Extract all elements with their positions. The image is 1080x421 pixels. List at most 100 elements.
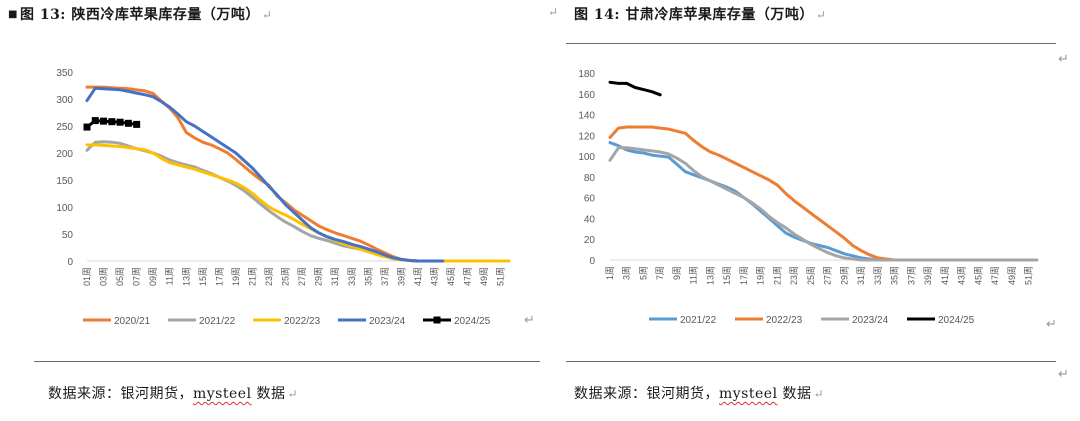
- x-tick-label: 23周: [789, 266, 799, 285]
- x-tick-label: 07周: [132, 267, 142, 286]
- series-line-2024-25: [608, 80, 662, 97]
- legend-label: 2021/22: [680, 315, 717, 326]
- x-tick-label: 13周: [705, 266, 715, 285]
- paragraph-mark: ↵: [815, 8, 827, 22]
- x-tick-label: 41周: [413, 267, 423, 286]
- legend-label: 2024/25: [454, 316, 491, 327]
- source-prefix: 数据来源：银河期货，: [574, 386, 719, 402]
- y-tick-label: 350: [56, 68, 73, 79]
- source-brand: mysteel: [719, 386, 778, 402]
- x-tick-label: 27周: [823, 266, 833, 285]
- y-tick-label: 250: [56, 122, 73, 133]
- x-tick-label: 21周: [772, 266, 782, 285]
- x-tick-label: 17周: [214, 267, 224, 286]
- x-tick-label: 23周: [264, 267, 274, 286]
- x-tick-label: 05周: [115, 267, 125, 286]
- x-tick-label: 11周: [689, 266, 699, 284]
- x-tick-label: 43周: [430, 267, 440, 286]
- y-tick-label: 100: [56, 203, 73, 214]
- data-point: [91, 117, 99, 125]
- paragraph-mark: ↵: [524, 313, 535, 328]
- x-tick-label: 33周: [873, 266, 883, 285]
- paragraph-mark: ↵: [1058, 367, 1069, 382]
- x-tick-label: 17周: [739, 266, 749, 285]
- series-line-2022-23: [608, 125, 905, 262]
- y-tick-label: 0: [67, 257, 73, 268]
- figure-13: ■ 图 13: 陕西冷库苹果库存量（万吨） ↵ 0 50 100 150 200 250 300…: [8, 4, 540, 403]
- x-tick-label: 25周: [281, 267, 291, 286]
- x-tick-label: 47周: [990, 266, 1000, 285]
- x-tick-label: 47周: [463, 267, 473, 286]
- series-line-2022-23: [85, 143, 511, 263]
- x-tick-label: 09周: [148, 267, 158, 286]
- x-tick-label: 39周: [923, 266, 933, 285]
- x-tick-label: 51周: [496, 267, 506, 286]
- y-tick-label: 300: [56, 95, 73, 106]
- x-tick-label: 43周: [957, 266, 967, 285]
- paragraph-mark: ↵: [261, 8, 273, 22]
- data-point: [124, 119, 132, 127]
- x-tick-label: 19周: [756, 266, 766, 285]
- y-tick-label: 140: [578, 111, 595, 122]
- figure-14: ↵ 图 14: 甘肃冷库苹果库存量（万吨） ↵ 0 20 40 60 80 100 120 140…: [540, 0, 1080, 421]
- legend-label: 2021/22: [199, 316, 236, 327]
- figure-13-caption: ■ 图 13: 陕西冷库苹果库存量（万吨） ↵: [8, 4, 272, 24]
- y-tick-label: 160: [578, 90, 595, 101]
- caption-bullet: ■: [8, 9, 18, 20]
- figure-13-source: 数据来源：银河期货，mysteel 数据 ↵: [48, 383, 298, 403]
- figure-14-source: 数据来源：银河期货，mysteel 数据 ↵: [574, 383, 824, 403]
- y-tick-label: 150: [56, 176, 73, 187]
- bottom-rule: [566, 361, 1056, 362]
- x-tick-label: 31周: [856, 266, 866, 285]
- figure-13-title: 陕西冷库苹果库存量（万吨）: [71, 7, 260, 23]
- x-tick-label: 37周: [906, 266, 916, 285]
- data-point: [100, 117, 108, 125]
- paragraph-mark: ↵: [287, 387, 299, 401]
- x-tick-label: 49周: [479, 267, 489, 286]
- x-tick-label: 45周: [973, 266, 983, 285]
- shaanxi-inventory-chart: 0 50 100 150 200 250 300 350 01周 03周 05周 07周 09周 11周 1…: [56, 68, 511, 327]
- series-line-2020-21: [85, 85, 428, 263]
- paragraph-mark: ↵: [1058, 52, 1069, 67]
- source-suffix: 数据: [777, 386, 812, 402]
- y-tick-label: 120: [578, 131, 595, 142]
- y-tick-label: 200: [56, 149, 73, 160]
- data-point: [133, 120, 141, 128]
- y-tick-label: 180: [578, 69, 595, 80]
- x-tick-label: 15周: [722, 266, 732, 285]
- x-tick-label: 3周: [622, 266, 632, 280]
- source-suffix: 数据: [251, 386, 286, 402]
- data-point: [116, 118, 124, 126]
- x-tick-label: 11周: [165, 267, 175, 285]
- figure-14-title: 甘肃冷库苹果库存量（万吨）: [625, 7, 814, 23]
- x-tick-label: 37周: [380, 267, 390, 286]
- x-tick-label: 35周: [890, 266, 900, 285]
- x-tick-label: 33周: [347, 267, 357, 286]
- x-tick-label: 45周: [446, 267, 456, 286]
- top-rule: [566, 43, 1056, 44]
- series-line-2023-24: [608, 146, 1039, 262]
- bottom-rule: [34, 361, 540, 362]
- legend-label: 2020/21: [114, 316, 151, 327]
- y-tick-label: 0: [589, 256, 595, 267]
- source-brand: mysteel: [193, 386, 252, 402]
- x-tick-label: 27周: [297, 267, 307, 286]
- x-tick-label: 51周: [1024, 266, 1034, 285]
- x-tick-label: 35周: [363, 267, 373, 286]
- y-tick-label: 60: [584, 194, 596, 205]
- figure-14-label: 图 14:: [574, 7, 621, 23]
- figure-13-label: 图 13:: [19, 7, 66, 23]
- series-line-2023-24: [85, 86, 445, 263]
- x-tick-label: 13周: [181, 267, 191, 286]
- paragraph-mark: ↵: [1046, 317, 1057, 332]
- paragraph-mark: ↵: [548, 5, 559, 19]
- legend-label: 2022/23: [284, 316, 321, 327]
- paragraph-mark: ↵: [813, 387, 825, 401]
- x-tick-label: 21周: [247, 267, 257, 286]
- y-tick-label: 50: [62, 230, 74, 241]
- y-tick-label: 40: [584, 214, 596, 225]
- legend-label: 2023/24: [852, 315, 889, 326]
- x-tick-label: 41周: [940, 266, 950, 285]
- x-tick-label: 29周: [839, 266, 849, 285]
- legend-label: 2022/23: [766, 315, 803, 326]
